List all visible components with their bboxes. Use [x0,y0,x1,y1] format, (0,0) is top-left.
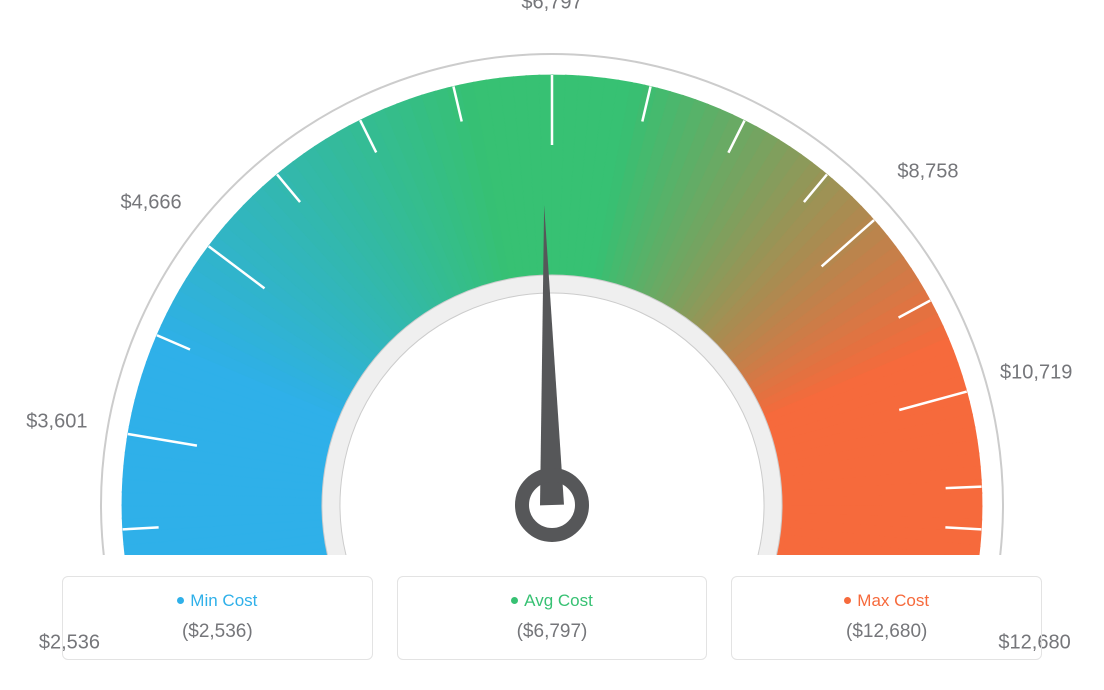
legend-title-max: Max Cost [742,591,1031,611]
legend-dot-avg [511,597,518,604]
gauge-tick-label: $3,601 [26,411,87,434]
legend-title-min-text: Min Cost [190,591,257,610]
legend-value-min: ($2,536) [73,621,362,643]
gauge-tick-label: $4,666 [120,191,181,214]
gauge-tick-label: $6,797 [521,0,582,15]
legend-title-min: Min Cost [73,591,362,611]
gauge-svg [0,0,1104,555]
legend-card-max: Max Cost ($12,680) [731,576,1042,660]
legend-card-avg: Avg Cost ($6,797) [397,576,708,660]
cost-gauge-container: $2,536$3,601$4,666$6,797$8,758$10,719$12… [0,0,1104,690]
legend-row: Min Cost ($2,536) Avg Cost ($6,797) Max … [62,576,1042,660]
legend-dot-max [844,597,851,604]
legend-value-max: ($12,680) [742,621,1031,643]
gauge-tick-label: $8,758 [897,161,958,184]
legend-card-min: Min Cost ($2,536) [62,576,373,660]
legend-dot-min [177,597,184,604]
legend-title-avg-text: Avg Cost [524,591,593,610]
gauge-tick-label: $10,719 [1000,361,1072,384]
legend-value-avg: ($6,797) [408,621,697,643]
gauge-chart: $2,536$3,601$4,666$6,797$8,758$10,719$12… [0,0,1104,555]
legend-title-max-text: Max Cost [857,591,929,610]
legend-title-avg: Avg Cost [408,591,697,611]
